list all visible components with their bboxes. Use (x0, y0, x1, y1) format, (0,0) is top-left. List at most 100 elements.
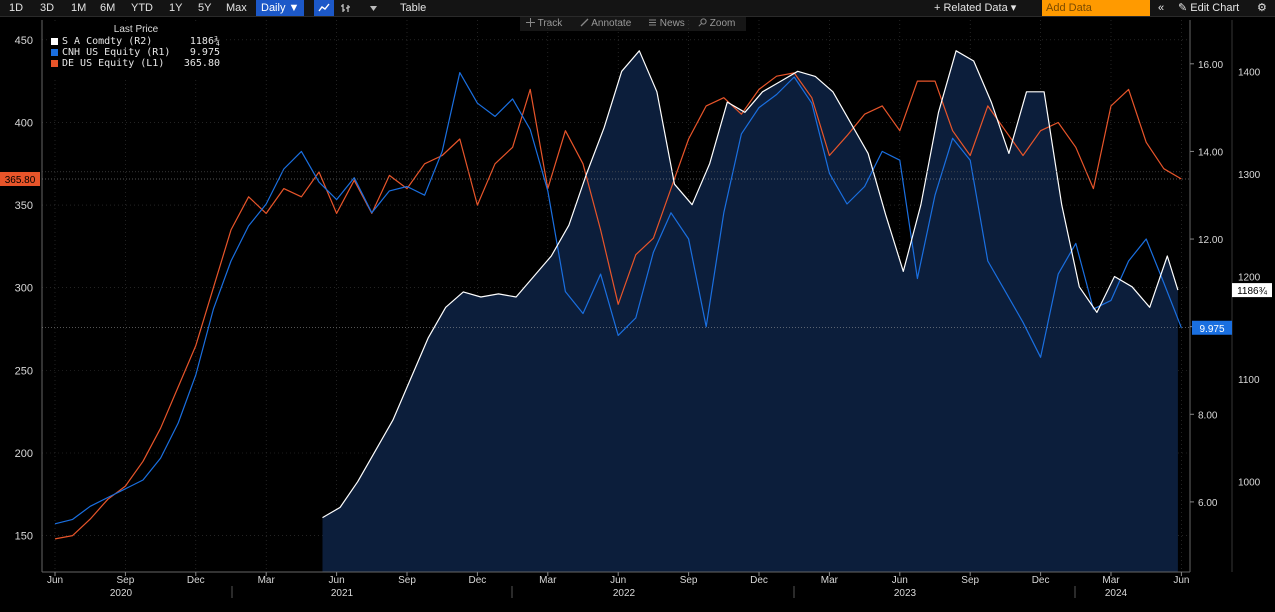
left-axis-tick-label: 150 (15, 531, 33, 543)
right1-tag-value: 9.975 (1199, 324, 1224, 335)
chart-legend: Last Price S A Comdty (R2) 1186¾ CNH US … (48, 23, 224, 79)
related-data-button[interactable]: + Related Data ▾ (934, 2, 1017, 14)
x-axis-year-label: 2020 (110, 588, 133, 599)
price-chart[interactable]: 1502002503003504004506.008.0010.0012.001… (0, 16, 1275, 612)
x-axis-tick-label: Dec (750, 575, 768, 586)
news-label: News (659, 18, 685, 29)
legend-last-price: 365.80 (183, 58, 220, 69)
x-axis-year-label: 2023 (894, 588, 917, 599)
table-button[interactable]: Table (400, 2, 427, 14)
right1-axis-tick-label: 6.00 (1198, 498, 1218, 509)
edit-chart-button[interactable]: ✎ Edit Chart (1178, 2, 1240, 14)
range-ytd-button[interactable]: YTD (131, 2, 153, 14)
right2-axis-tick-label: 1100 (1238, 375, 1260, 386)
x-axis-tick-label: Mar (821, 575, 839, 586)
x-axis-tick-label: Sep (117, 575, 135, 586)
right2-axis-tick-label: 1400 (1238, 67, 1261, 78)
left-axis-tick-label: 250 (15, 365, 33, 377)
range-3d-button[interactable]: 3D (40, 2, 55, 14)
x-axis-tick-label: Dec (469, 575, 487, 586)
right2-tag-value: 1186¾ (1237, 286, 1268, 297)
left-axis-tick-label: 200 (15, 448, 33, 460)
crosshair-icon (526, 18, 535, 27)
right1-last-value-tag: 9.975 (1192, 320, 1232, 335)
chart-tools-bar: Track Annotate News Zoom (520, 17, 746, 31)
x-axis-tick-label: Jun (610, 575, 626, 586)
legend-last-price: 1186¾ (189, 36, 220, 47)
magnifier-icon (698, 18, 707, 27)
x-axis-year-label: 2024 (1105, 588, 1128, 599)
x-axis-year-label: 2021 (331, 588, 354, 599)
x-axis-tick-label: Sep (961, 575, 979, 586)
range-1y-button[interactable]: 1Y (169, 2, 183, 14)
x-axis-tick-label: Jun (47, 575, 63, 586)
range-1m-button[interactable]: 1M (71, 2, 87, 14)
legend-swatch (51, 49, 58, 56)
right2-axis-tick-label: 1300 (1238, 170, 1261, 181)
x-axis-tick-label: Mar (539, 575, 557, 586)
caret-down-icon (370, 5, 377, 11)
x-axis-tick-label: Jun (1173, 575, 1189, 586)
legend-series-name: S A Comdty (R2) (62, 36, 153, 47)
right1-axis-tick-label: 16.00 (1198, 60, 1223, 71)
left-axis-tick-label: 350 (15, 200, 33, 212)
bar-type-button[interactable] (340, 0, 352, 16)
legend-series-name: CNH US Equity (R1) (62, 47, 171, 58)
range-max-button[interactable]: Max (226, 2, 247, 14)
range-6m-button[interactable]: 6M (100, 2, 116, 14)
right1-axis-tick-label: 14.00 (1198, 147, 1223, 158)
series-line-de-us-equity-l1 (54, 72, 1182, 540)
news-icon (649, 19, 656, 26)
x-axis-tick-label: Mar (258, 575, 276, 586)
left-last-value-tag: 365.80 (0, 171, 40, 186)
annotate-label: Annotate (591, 18, 632, 29)
chart-toolbar: 1D 3D 1M 6M YTD 1Y 5Y Max Daily ▼ Table … (0, 0, 1275, 17)
legend-swatch (51, 38, 58, 45)
series-line-cnh-us-equity-r1 (54, 72, 1182, 525)
left-axis-tick-label: 300 (15, 283, 33, 295)
news-tool[interactable]: News (648, 17, 685, 31)
x-axis-tick-label: Jun (892, 575, 908, 586)
settings-gear-icon[interactable]: ⚙ (1257, 2, 1267, 14)
left-tag-box (0, 171, 40, 186)
x-axis-tick-label: Dec (1032, 575, 1050, 586)
series-area-fill (322, 50, 1178, 573)
right2-tag-box (1232, 283, 1272, 298)
collapse-panel-button[interactable]: « (1158, 2, 1165, 14)
track-tool[interactable]: Track (526, 17, 562, 31)
right2-axis-tick-label: 1000 (1238, 478, 1261, 489)
x-axis-year-label: 2022 (613, 588, 636, 599)
left-axis-tick-label: 450 (15, 35, 33, 47)
range-5y-button[interactable]: 5Y (198, 2, 212, 14)
legend-title: Last Price (113, 24, 159, 35)
x-axis-tick-label: Sep (398, 575, 416, 586)
legend-item-sa-comdty[interactable]: S A Comdty (R2) 1186¾ (48, 36, 224, 47)
ohlc-bars-icon (341, 4, 350, 13)
frequency-dropdown[interactable]: Daily ▼ (256, 0, 305, 16)
x-axis-tick-label: Sep (680, 575, 698, 586)
legend-item-de-equity[interactable]: DE US Equity (L1) 365.80 (48, 58, 224, 69)
annotate-tool[interactable]: Annotate (580, 17, 631, 31)
right1-tag-box (1192, 320, 1232, 335)
left-axis-tick-label: 400 (15, 117, 33, 129)
legend-swatch (51, 60, 58, 67)
right1-axis-tick-label: 8.00 (1198, 410, 1218, 421)
x-axis-tick-label: Dec (187, 575, 205, 586)
left-tag-value: 365.80 (5, 175, 36, 186)
right2-axis-tick-label: 1200 (1238, 273, 1261, 284)
add-data-input[interactable]: Add Data (1042, 0, 1150, 16)
x-axis-tick-label: Jun (329, 575, 345, 586)
legend-item-cnh-equity[interactable]: CNH US Equity (R1) 9.975 (48, 47, 224, 58)
legend-last-price: 9.975 (189, 47, 220, 58)
track-label: Track (537, 18, 563, 29)
line-chart-type-button[interactable] (314, 0, 334, 16)
chart-type-dropdown[interactable] (370, 0, 377, 16)
zoom-label: Zoom (709, 18, 736, 29)
range-1d-button[interactable]: 1D (9, 2, 24, 14)
legend-series-name: DE US Equity (L1) (62, 58, 165, 69)
right2-last-value-tag: 1186¾ (1232, 283, 1272, 298)
zoom-tool[interactable]: Zoom (698, 17, 735, 31)
line-chart-icon (318, 3, 330, 12)
x-axis-tick-label: Mar (1102, 575, 1120, 586)
pencil-icon (580, 18, 589, 27)
